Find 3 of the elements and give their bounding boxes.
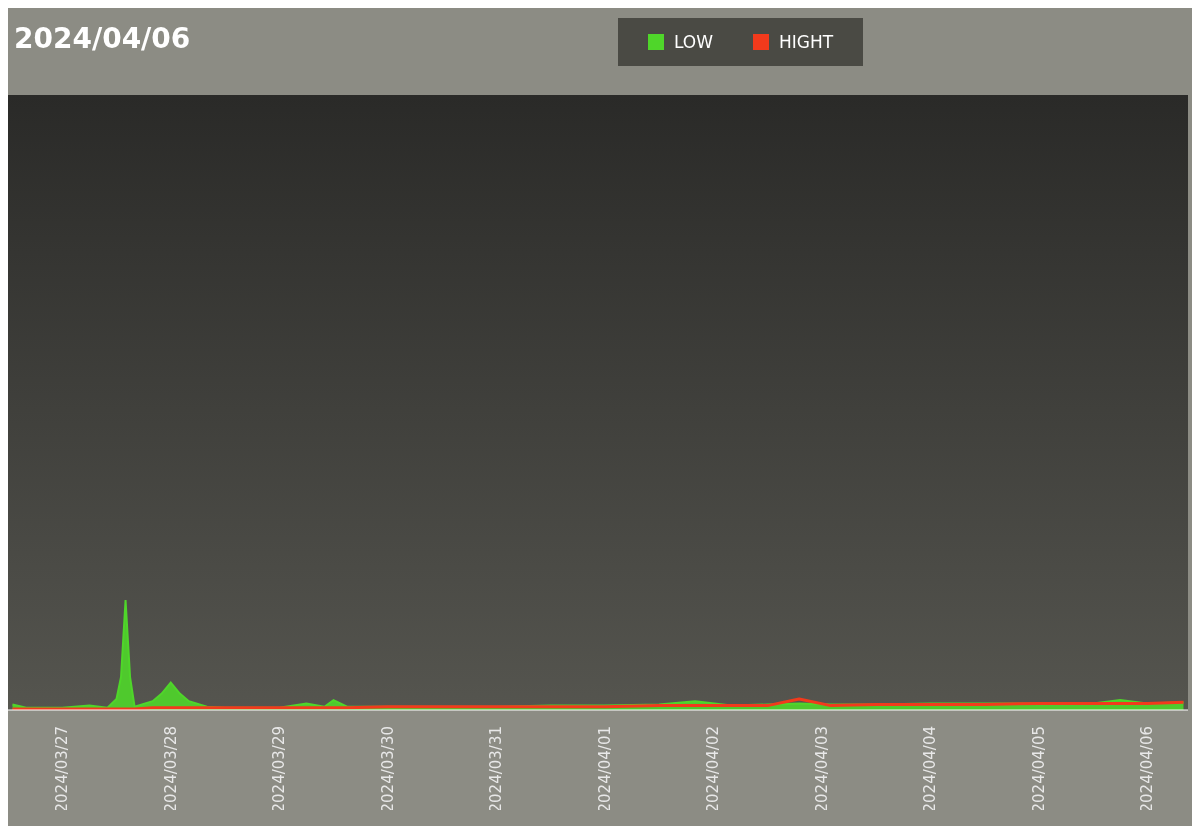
chart-title: 2024/04/06 (14, 22, 191, 55)
legend-label: HIGHT (778, 32, 834, 52)
legend-label: LOW (673, 32, 714, 52)
